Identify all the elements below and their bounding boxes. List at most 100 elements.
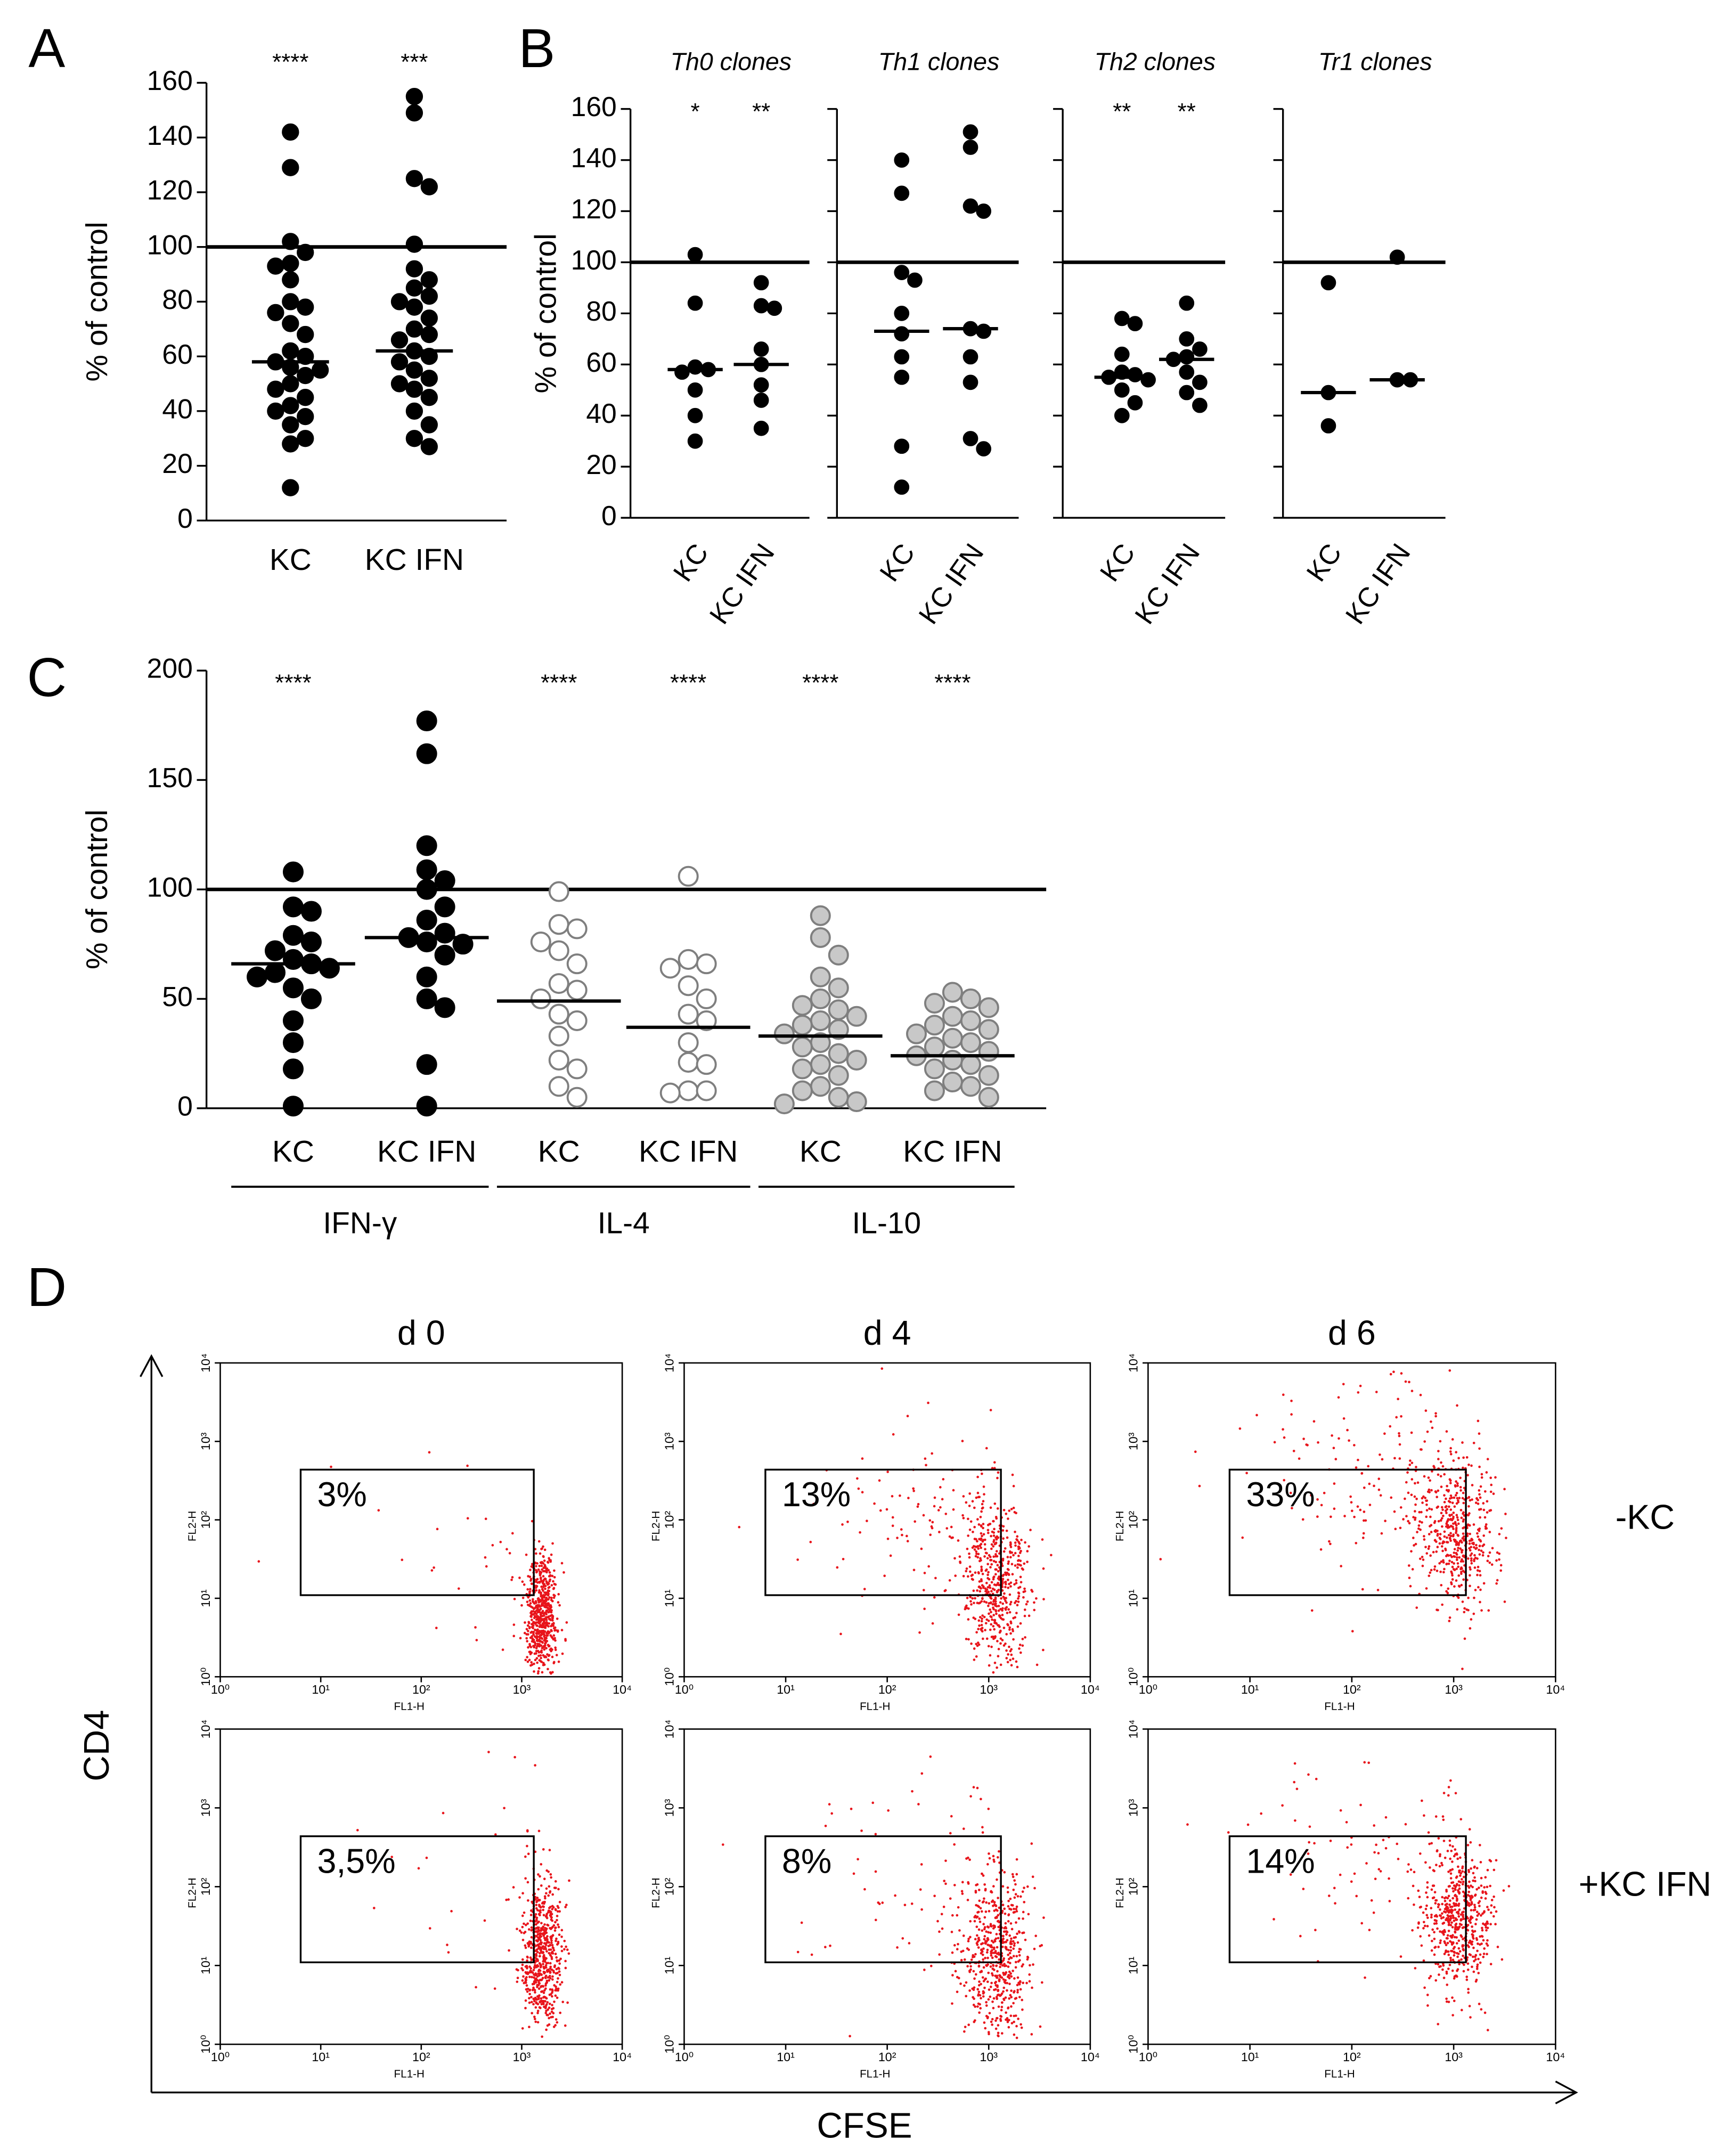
subplot-title: Tr1 clones — [1318, 48, 1432, 76]
x-tick-label: KC — [272, 1135, 314, 1169]
event — [1466, 1523, 1470, 1526]
dot — [1389, 249, 1405, 265]
y-axis-label: % of control — [529, 233, 563, 393]
y-tick-label: 150 — [147, 762, 193, 793]
event — [899, 1494, 901, 1497]
event — [965, 1604, 968, 1607]
event — [980, 1951, 983, 1955]
event — [1457, 1565, 1460, 1569]
x-channel: FL1-H — [860, 2068, 890, 2080]
event — [978, 1980, 981, 1983]
event — [542, 1991, 545, 1994]
event — [1398, 1434, 1401, 1438]
event — [1453, 1977, 1456, 1980]
event — [852, 1872, 855, 1875]
event — [972, 1988, 975, 1991]
event — [1316, 1498, 1319, 1501]
event — [1404, 1497, 1406, 1500]
event — [1477, 1957, 1480, 1961]
event — [983, 1883, 986, 1886]
event — [525, 1553, 528, 1556]
event — [976, 1943, 979, 1946]
event — [966, 1899, 969, 1901]
event — [542, 1960, 545, 1963]
event — [1293, 1762, 1296, 1765]
dot — [960, 1032, 981, 1054]
event — [991, 1587, 994, 1590]
event — [529, 1967, 533, 1970]
event — [989, 1654, 992, 1657]
event — [1015, 1955, 1018, 1958]
event — [1423, 1535, 1425, 1538]
event — [979, 1557, 982, 1560]
event — [1456, 1608, 1459, 1611]
event — [978, 1590, 982, 1593]
event — [1451, 1914, 1455, 1917]
dot — [678, 1032, 699, 1054]
event — [526, 1942, 529, 1945]
event — [551, 1636, 554, 1639]
event — [557, 1977, 559, 1980]
event — [990, 1597, 993, 1600]
event — [1002, 1550, 1006, 1553]
event — [1015, 1907, 1018, 1910]
event — [974, 1938, 977, 1941]
event — [1441, 1603, 1444, 1606]
event — [992, 1559, 996, 1563]
event — [976, 1940, 980, 1943]
event — [1449, 1924, 1453, 1926]
event — [979, 1515, 982, 1518]
event — [536, 1578, 539, 1581]
event — [1415, 1466, 1417, 1468]
event — [527, 1945, 530, 1948]
event — [1445, 1512, 1448, 1514]
event — [1456, 1857, 1459, 1860]
event — [1426, 1886, 1429, 1889]
dot — [963, 198, 978, 214]
event — [1440, 1485, 1443, 1488]
event — [1458, 1556, 1461, 1559]
dot — [924, 1036, 945, 1058]
event — [1448, 1559, 1451, 1562]
event — [1016, 1566, 1019, 1569]
event — [1034, 1934, 1037, 1938]
event — [1467, 1886, 1471, 1889]
event — [540, 1564, 543, 1567]
event — [990, 1891, 993, 1894]
event — [1023, 1887, 1025, 1889]
event — [1439, 1930, 1441, 1933]
event — [1425, 1914, 1429, 1917]
event — [539, 1607, 542, 1611]
event — [1461, 1883, 1464, 1886]
event — [1022, 1981, 1025, 1985]
event — [994, 2027, 998, 2030]
dot — [810, 988, 831, 1009]
event — [516, 1928, 518, 1931]
event — [990, 1623, 993, 1626]
event — [999, 1601, 1002, 1604]
event — [1005, 1606, 1008, 1609]
dot — [297, 298, 314, 316]
event — [551, 1943, 554, 1947]
event — [1002, 1508, 1006, 1512]
event — [1436, 1915, 1439, 1918]
event — [969, 1520, 973, 1523]
event — [885, 1508, 888, 1511]
event — [1475, 1544, 1478, 1547]
event — [550, 1939, 553, 1942]
event — [998, 1906, 1001, 1909]
gate-percent: 33% — [1246, 1475, 1315, 1514]
event — [957, 1977, 960, 1980]
event — [991, 1949, 993, 1952]
event — [528, 1590, 531, 1593]
event — [548, 1596, 551, 1599]
event — [558, 1900, 561, 1904]
event — [529, 1914, 533, 1916]
event — [1470, 1539, 1473, 1542]
event — [1451, 1926, 1454, 1929]
event — [1461, 1911, 1464, 1914]
dot — [405, 260, 423, 277]
event — [1486, 1559, 1489, 1563]
event — [1438, 1914, 1441, 1917]
event — [997, 1583, 1000, 1586]
